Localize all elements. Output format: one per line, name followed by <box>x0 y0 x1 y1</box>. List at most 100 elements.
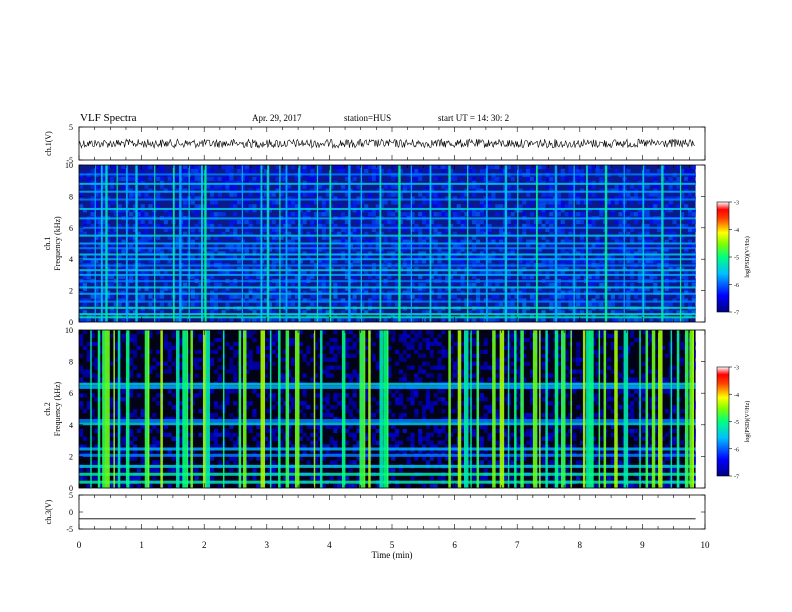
burst-line <box>113 330 115 488</box>
burst-line <box>90 330 92 488</box>
spectral-line <box>79 258 696 261</box>
burst-line <box>554 330 559 488</box>
burst-line <box>147 330 150 488</box>
colorbar-1 <box>716 201 730 313</box>
spectral-line <box>79 190 696 193</box>
spectral-line <box>79 300 696 303</box>
burst-line <box>105 330 110 488</box>
spectral-line <box>79 253 696 256</box>
y-tick-label: 4 <box>69 255 73 264</box>
spectral-line <box>79 280 696 283</box>
y-tick-label: 10 <box>65 326 73 335</box>
burst-line <box>651 330 656 488</box>
spectral-line <box>79 226 696 229</box>
colorbar-label: log(PSD)(V²/Hz) <box>744 401 751 442</box>
colorbar-tick-label: -7 <box>734 311 739 317</box>
y-tick-label: 10 <box>65 161 73 170</box>
burst-line <box>507 330 510 488</box>
burst-line <box>269 330 272 488</box>
burst-line <box>614 330 618 488</box>
x-tick-label: 6 <box>452 540 457 550</box>
spectral-line <box>79 306 696 309</box>
burst-line <box>266 165 270 322</box>
burst-line <box>316 165 319 322</box>
burst-line <box>341 330 346 488</box>
y-tick-label: 4 <box>69 421 73 430</box>
burst-line <box>586 330 590 488</box>
x-tick-label: 4 <box>327 540 332 550</box>
burst-line <box>238 330 242 488</box>
spectral-line <box>79 313 696 316</box>
spectrogram-ch1-spectrogram <box>79 165 696 323</box>
burst-line <box>485 165 488 322</box>
burst-line <box>539 330 541 488</box>
burst-line <box>186 330 189 488</box>
burst-line <box>692 330 694 488</box>
burst-line <box>589 330 594 488</box>
y-axis-label: ch.1(V) <box>44 131 53 156</box>
colorbar-tick-label: -5 <box>734 256 739 262</box>
burst-line <box>144 330 150 488</box>
burst-line <box>117 330 121 488</box>
burst-line <box>661 165 664 322</box>
burst-line <box>260 165 263 322</box>
burst-line <box>545 330 548 488</box>
y-axis-label: ch.3(V) <box>44 499 53 524</box>
burst-line <box>598 330 601 488</box>
burst-line <box>639 330 641 488</box>
x-tick-label: 5 <box>390 540 395 550</box>
burst-line <box>532 330 538 488</box>
figure-title: VLF Spectra <box>80 112 137 124</box>
burst-line <box>204 165 207 322</box>
y-tick-label: 0 <box>69 484 73 493</box>
spectral-line <box>79 217 696 220</box>
burst-line <box>642 165 645 322</box>
burst-line <box>476 330 480 488</box>
y-tick-label: 0 <box>69 508 73 517</box>
burst-line <box>285 330 290 488</box>
burst-line <box>463 330 469 488</box>
spectral-line <box>79 247 696 250</box>
x-tick-label: 0 <box>77 540 82 550</box>
burst-line <box>670 330 673 488</box>
x-tick-label: 2 <box>202 540 207 550</box>
burst-line <box>125 330 130 488</box>
burst-line <box>499 330 505 488</box>
burst-line <box>294 330 300 488</box>
burst-line <box>97 330 101 488</box>
spectral-line <box>79 182 696 185</box>
burst-line <box>410 165 412 322</box>
colorbar-label: log(PSD)(V²/Hz) <box>744 236 751 277</box>
date-label: Apr. 29, 2017 <box>252 113 302 123</box>
burst-line <box>689 330 694 488</box>
burst-line <box>386 330 389 488</box>
burst-line <box>105 165 108 322</box>
y-tick-label: -5 <box>66 156 73 165</box>
spectral-line <box>79 242 696 245</box>
y-tick-label: 6 <box>69 389 73 398</box>
start-time-label: start UT = 14: 30: 2 <box>438 113 510 123</box>
burst-line <box>368 330 371 488</box>
burst-line <box>467 165 469 322</box>
spectral-line <box>79 269 696 272</box>
y-tick-label: 8 <box>69 192 73 201</box>
burst-line <box>172 165 175 322</box>
spectrogram-ch2-spectrogram <box>79 330 696 489</box>
burst-line <box>570 330 572 488</box>
burst-line <box>398 165 401 322</box>
burst-line <box>205 330 210 488</box>
burst-line <box>658 330 663 488</box>
burst-line <box>514 330 517 488</box>
burst-line <box>470 330 472 488</box>
x-tick-label: 10 <box>701 540 711 550</box>
burst-line <box>285 165 288 322</box>
x-tick-label: 7 <box>515 540 520 550</box>
burst-line <box>679 165 682 322</box>
burst-line <box>684 330 689 488</box>
y-tick-label: 2 <box>69 287 73 296</box>
burst-line <box>582 330 586 488</box>
burst-line <box>554 165 558 322</box>
colorbar-tick-label: -3 <box>734 201 739 207</box>
burst-line <box>348 165 351 322</box>
burst-line <box>102 330 106 488</box>
